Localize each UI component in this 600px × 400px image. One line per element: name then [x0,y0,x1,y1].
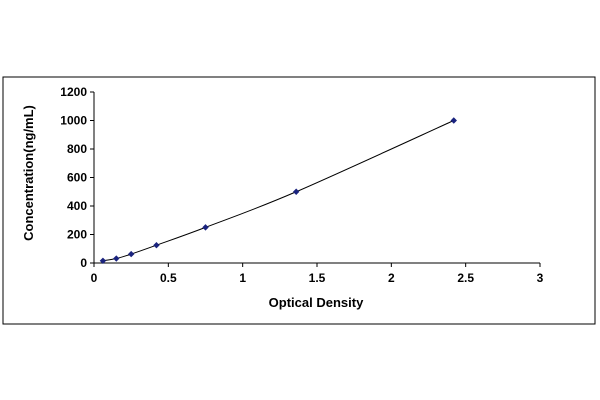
y-tick-label: 1200 [60,85,87,99]
x-tick-label: 3 [537,271,544,285]
data-point-diamond [292,188,300,195]
y-tick-label: 0 [80,256,87,270]
y-tick-label: 800 [67,142,87,156]
y-axis-title: Concentration(ng/mL) [21,105,36,241]
chart-frame [2,76,596,325]
y-tick-labels: 0 200 400 600 800 1000 1200 [60,85,87,270]
x-tick-label: 0 [91,271,98,285]
data-point-diamond [202,224,209,231]
x-tick-label: 2 [388,271,395,285]
points-layer [99,117,457,264]
y-tick-label: 1000 [60,114,87,128]
data-point-diamond [113,255,120,262]
data-point-diamond [127,250,135,258]
x-tick-labels: 0 0.5 1 1.5 2 2.5 3 [91,271,544,285]
y-tick-label: 600 [67,171,87,185]
x-tick-label: 0.5 [160,271,177,285]
data-point-diamond [99,257,107,264]
axes [90,91,541,267]
x-axis-title: Optical Density [269,295,364,310]
y-tick-label: 400 [67,199,87,213]
x-tick-label: 1.5 [309,271,326,285]
y-tick-label: 200 [67,228,87,242]
x-tick-label: 2.5 [457,271,474,285]
data-point-diamond [153,241,160,249]
x-tick-label: 1 [239,271,246,285]
data-point-diamond [450,117,457,124]
